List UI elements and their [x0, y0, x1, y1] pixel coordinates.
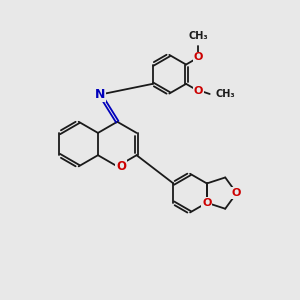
- Text: O: O: [232, 188, 241, 198]
- Text: N: N: [95, 88, 106, 101]
- Text: CH₃: CH₃: [189, 31, 208, 41]
- Text: O: O: [194, 52, 203, 62]
- Text: O: O: [202, 198, 212, 208]
- Text: O: O: [116, 160, 126, 173]
- Text: CH₃: CH₃: [215, 89, 235, 99]
- Text: O: O: [194, 86, 203, 96]
